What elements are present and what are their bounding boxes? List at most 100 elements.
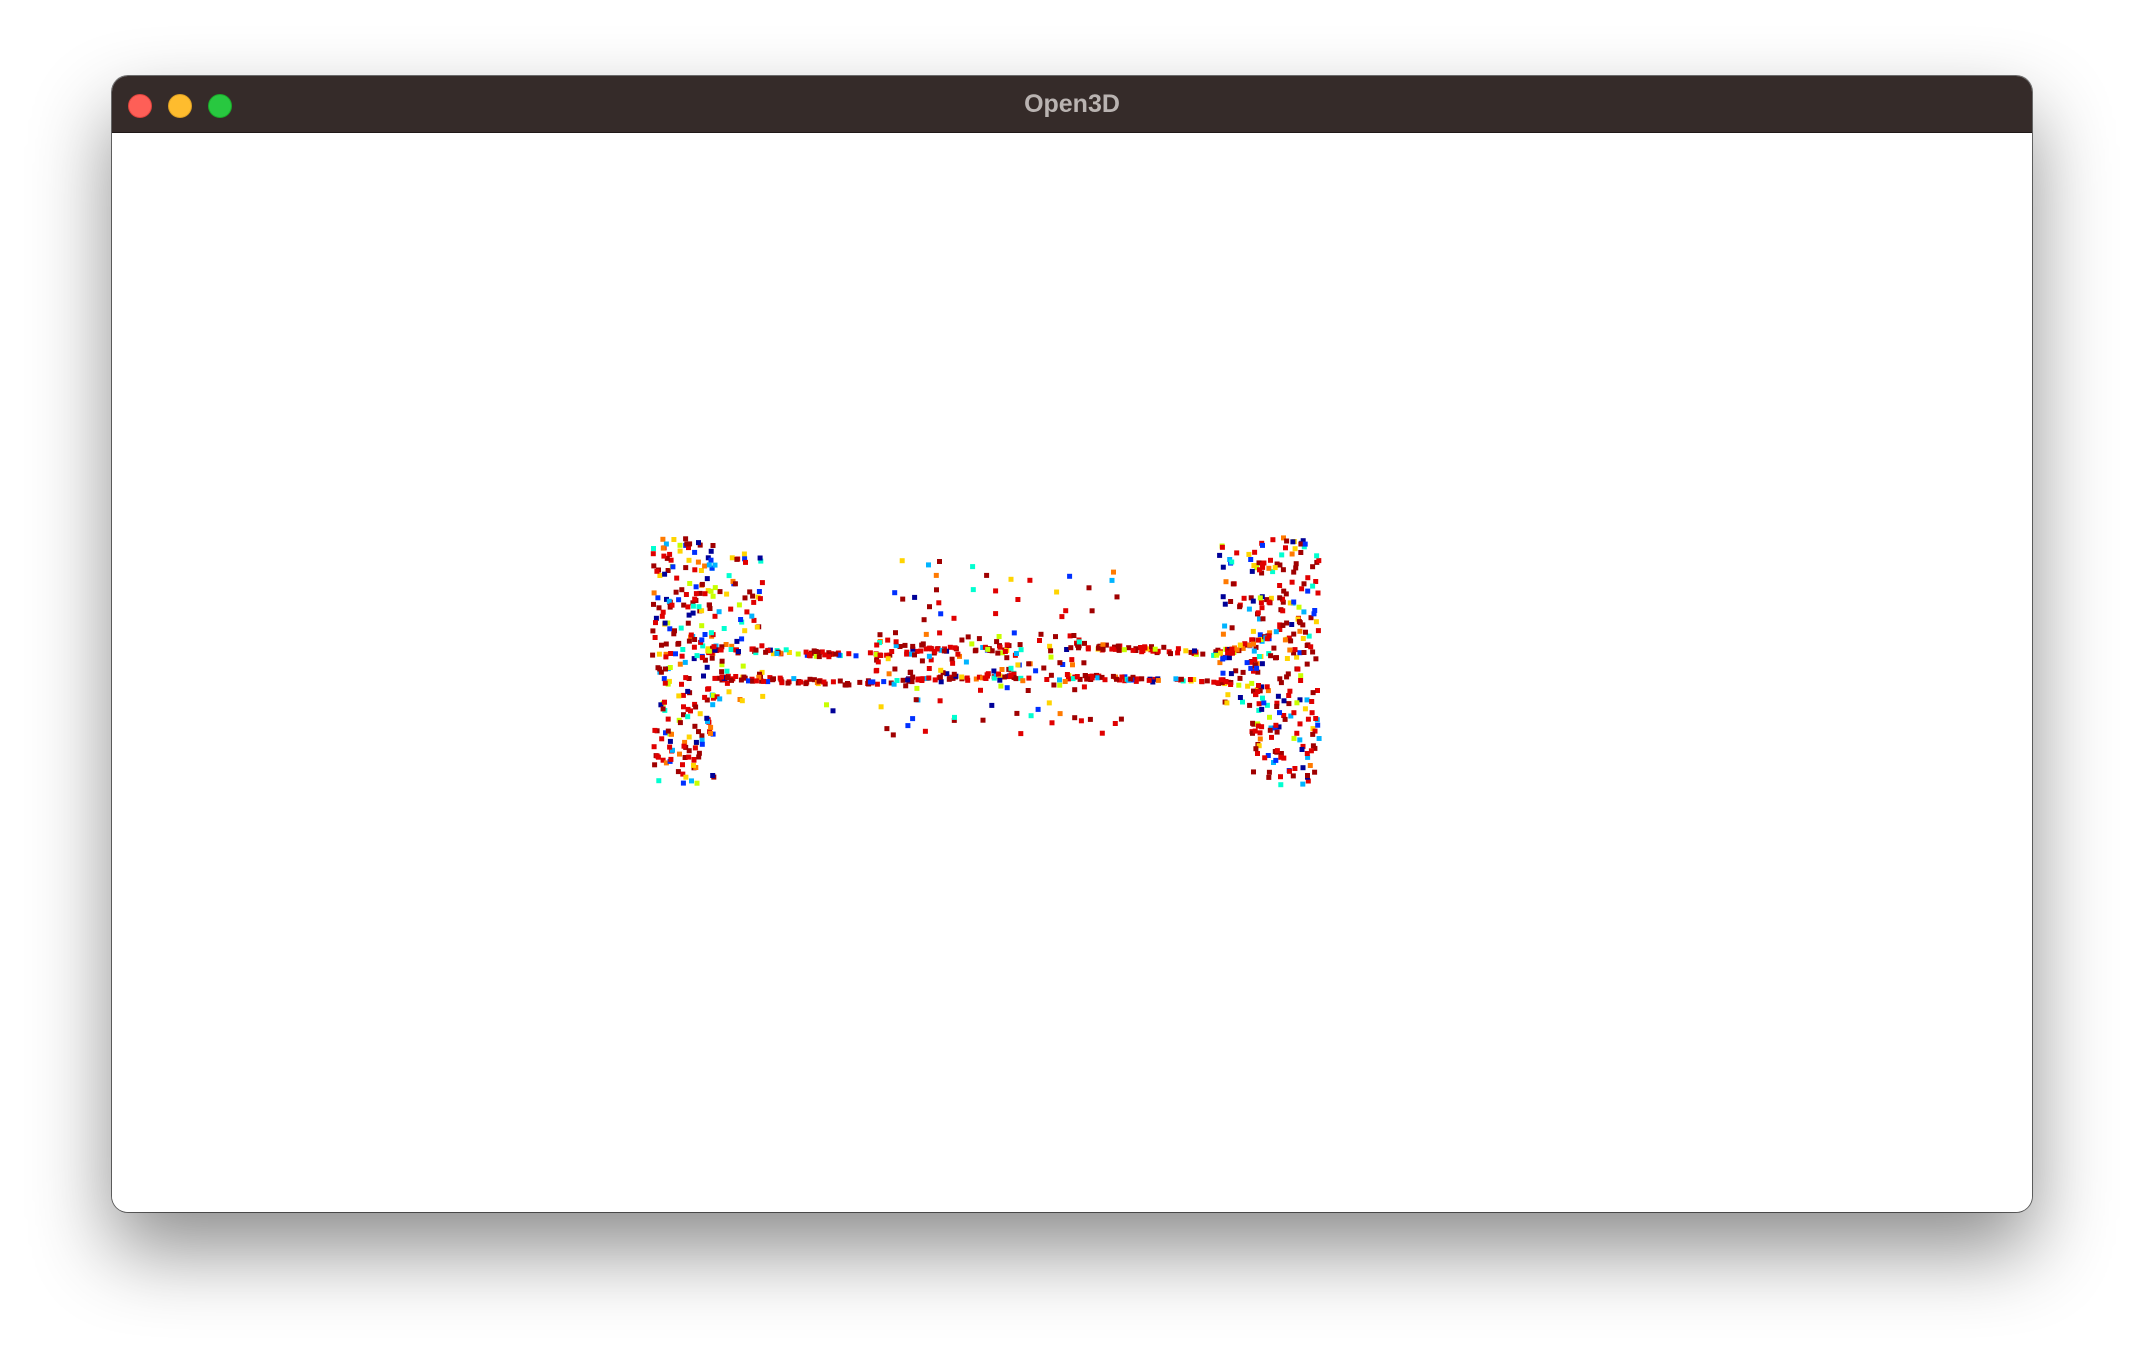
point: [1228, 671, 1234, 677]
point: [923, 631, 929, 637]
point: [1297, 650, 1303, 656]
point: [716, 609, 722, 615]
point: [653, 615, 659, 621]
point: [1266, 599, 1272, 605]
point: [712, 647, 718, 653]
point: [1267, 630, 1273, 636]
point: [1111, 569, 1116, 575]
point: [686, 612, 692, 618]
point: [927, 645, 933, 651]
point: [709, 655, 715, 661]
point: [1277, 627, 1283, 632]
point: [836, 652, 842, 658]
point: [1248, 557, 1254, 562]
point: [933, 572, 939, 578]
point: [668, 756, 674, 762]
point: [1284, 538, 1290, 544]
zoom-button[interactable]: [208, 94, 232, 118]
point: [1244, 660, 1250, 666]
point: [1311, 611, 1317, 617]
point: [779, 680, 785, 686]
point: [959, 637, 965, 643]
point: [912, 594, 918, 600]
point: [693, 739, 699, 745]
3d-viewport[interactable]: [112, 133, 2032, 1212]
point: [1119, 674, 1125, 680]
point: [1223, 579, 1229, 585]
point: [1070, 676, 1076, 682]
point: [759, 643, 765, 649]
point: [1044, 677, 1050, 682]
point: [708, 724, 714, 730]
point: [903, 683, 909, 689]
point: [1218, 677, 1224, 683]
point: [1266, 633, 1272, 639]
point: [753, 678, 759, 684]
point: [659, 736, 665, 742]
point: [1281, 698, 1287, 704]
point: [1234, 550, 1240, 556]
point: [719, 662, 725, 668]
point: [1057, 677, 1062, 683]
point: [1200, 651, 1206, 657]
point: [1054, 589, 1060, 595]
point: [1310, 649, 1316, 655]
point: [1083, 673, 1088, 679]
point: [717, 589, 723, 595]
minimize-button[interactable]: [168, 94, 192, 118]
point: [1269, 734, 1274, 740]
point: [1287, 688, 1293, 694]
point: [701, 673, 706, 679]
point: [666, 598, 672, 604]
point: [1028, 713, 1034, 719]
point: [1264, 636, 1270, 642]
point: [1008, 672, 1014, 678]
point: [1214, 652, 1220, 658]
point: [724, 680, 730, 686]
point: [1047, 643, 1053, 649]
close-button[interactable]: [128, 94, 152, 118]
point: [1219, 680, 1225, 686]
point: [1026, 661, 1032, 667]
point: [686, 557, 692, 563]
point: [749, 646, 755, 652]
point: [756, 589, 762, 594]
point: [1298, 673, 1304, 679]
point: [972, 648, 978, 654]
point: [897, 644, 903, 649]
point: [671, 631, 677, 637]
point: [1315, 722, 1321, 728]
point: [1251, 641, 1256, 647]
point: [1281, 755, 1287, 761]
point: [1256, 654, 1262, 659]
point: [1057, 711, 1063, 717]
point: [1060, 662, 1066, 667]
point-cloud-canvas[interactable]: [112, 133, 2032, 1212]
point: [712, 613, 718, 619]
title-bar[interactable]: Open3D: [112, 76, 2032, 133]
point: [721, 626, 727, 631]
point: [1152, 646, 1158, 652]
point: [667, 744, 673, 750]
point: [655, 595, 661, 601]
point: [1277, 595, 1283, 601]
point: [1277, 583, 1283, 588]
point: [921, 617, 927, 623]
point: [1117, 677, 1122, 683]
point: [705, 555, 711, 561]
point: [1046, 700, 1052, 706]
point: [728, 647, 734, 652]
point: [1041, 665, 1047, 671]
point: [1229, 625, 1235, 631]
point: [691, 656, 697, 662]
point: [842, 682, 848, 688]
point: [1113, 646, 1118, 652]
point: [749, 613, 755, 619]
point: [1303, 629, 1308, 635]
point: [874, 642, 880, 648]
point: [807, 651, 812, 657]
point: [680, 771, 686, 777]
point: [937, 630, 943, 636]
point: [1259, 570, 1265, 576]
point: [677, 751, 682, 757]
